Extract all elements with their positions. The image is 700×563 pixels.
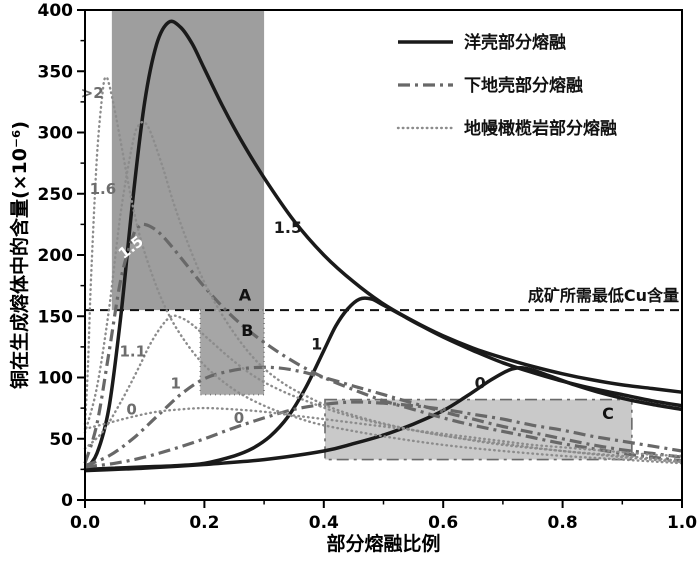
axes: 0.0 0.2 0.4 0.6 0.8 1.00501001502002503003504…: [38, 1, 698, 533]
annotation-1: 1: [311, 334, 322, 353]
y-tick-label: 200: [38, 246, 74, 266]
annotation-1.5: 1.5: [274, 218, 302, 237]
annotation-C: C: [602, 404, 614, 423]
x-tick-label: 0.2: [189, 513, 219, 533]
annotation-1.1: 1.1: [119, 343, 146, 361]
curve-mantle-peridotite->2: [83, 75, 684, 465]
y-tick-label: 100: [38, 369, 74, 389]
annotation-0: 0: [234, 409, 244, 427]
x-tick-label: 0.4: [309, 513, 339, 533]
x-tick-label: 0.0: [70, 513, 100, 533]
y-axis-title: 铜在生成熔体中的含量(×10⁻⁶): [8, 121, 31, 389]
legend-label: 下地壳部分熔融: [464, 75, 583, 96]
y-tick-label: 0: [61, 491, 73, 511]
curve-lower-crust-1: [84, 365, 683, 468]
x-tick-label: 0.8: [548, 513, 578, 533]
curves: [83, 19, 684, 473]
annotation-A: A: [239, 285, 252, 304]
y-tick-label: 400: [38, 1, 74, 21]
annotation-1.6: 1.6: [90, 180, 117, 198]
y-tick-label: 50: [49, 430, 73, 450]
x-tick-label: 0.6: [428, 513, 458, 533]
threshold-label: 成矿所需最低Cu含量: [528, 286, 679, 305]
curve-mantle-peridotite-0: [83, 406, 684, 458]
annotation-B: B: [241, 321, 253, 340]
annotation-0: 0: [126, 400, 136, 418]
y-tick-label: 300: [38, 124, 74, 144]
legend-label: 地幔橄榄岩部分熔融: [464, 118, 617, 139]
legend-label: 洋壳部分熔融: [464, 32, 566, 53]
curve-lower-crust-1.5: [83, 222, 683, 464]
x-tick-label: 1.0: [667, 513, 697, 533]
curve-mantle-peridotite-1.1: [83, 314, 684, 462]
region-B: [199, 309, 265, 396]
curve-lower-crust-0: [84, 400, 683, 469]
annotation-0: 0: [475, 374, 486, 393]
region-C: [324, 398, 633, 461]
curve-oceanic-crust-0: [84, 365, 683, 473]
annotation->2: >2: [81, 84, 104, 102]
curve-oceanic-crust-1.5: [83, 19, 683, 471]
x-axis-title: 部分熔融比例: [326, 532, 440, 555]
annotation-1: 1: [171, 375, 181, 393]
y-tick-label: 250: [38, 185, 74, 205]
y-tick-label: 150: [38, 307, 74, 327]
y-tick-label: 350: [38, 62, 74, 82]
